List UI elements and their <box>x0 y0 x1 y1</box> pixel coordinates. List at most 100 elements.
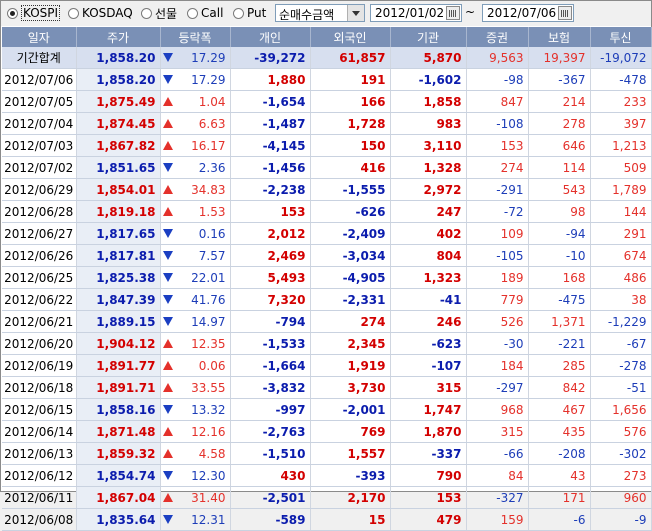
cell-date: 2012/06/08 <box>2 508 77 531</box>
table-row[interactable]: 2012/06/29 1,854.01 34.83 -2,238 -1,555 2,972… <box>2 178 652 201</box>
table-row[interactable]: 2012/06/18 1,891.71 33.55 -3,832 3,730 315 -29… <box>2 376 652 399</box>
cell-institution: 1,323 <box>390 266 467 289</box>
cell-institution: 5,870 <box>390 47 467 69</box>
cell-individual: -997 <box>230 398 311 421</box>
cell-date: 2012/07/04 <box>2 112 77 135</box>
cell-change-value: 1.53 <box>198 204 226 219</box>
market-radio-kosdaq[interactable]: KOSDAQ <box>68 5 133 21</box>
date-range-separator: ~ <box>465 5 476 19</box>
cell-price: 1,904.12 <box>76 332 161 355</box>
cell-change-value: 22.01 <box>191 270 226 285</box>
table-row[interactable]: 2012/06/22 1,847.39 41.76 7,320 -2,331 -41 779… <box>2 288 652 311</box>
table-row[interactable]: 2012/06/28 1,819.18 1.53 153 -626 247 -72 98 144 <box>2 200 652 223</box>
table-row[interactable]: 2012/06/11 1,867.04 31.40 -2,501 2,170 153 -32… <box>2 486 652 509</box>
cell-trust: 291 <box>590 222 652 245</box>
triangle-down-icon <box>162 515 173 524</box>
radio-label: KOSDAQ <box>82 6 133 20</box>
cell-institution: -41 <box>390 288 467 311</box>
cell-change: 2.36 <box>160 156 231 179</box>
cell-individual: -1,510 <box>230 442 311 465</box>
column-header-price[interactable]: 주가 <box>76 27 161 47</box>
column-header-institution[interactable]: 기관 <box>390 27 467 47</box>
calendar-icon[interactable] <box>446 6 460 20</box>
column-header-date[interactable]: 일자 <box>2 27 77 47</box>
market-radio-futures[interactable]: 선물 <box>141 5 177 21</box>
table-row[interactable]: 2012/06/14 1,871.48 12.16 -2,763 769 1,870 315… <box>2 420 652 443</box>
cell-foreigner: 3,730 <box>310 376 391 399</box>
table-row-total[interactable]: 기간합계 1,858.20 17.29 -39,272 61,857 5,870 9,563… <box>2 47 652 69</box>
cell-change: 12.35 <box>160 332 231 355</box>
table-row[interactable]: 2012/06/21 1,889.15 14.97 -794 274 246 526 1,37… <box>2 310 652 333</box>
metric-select-value: 순매수금액 <box>279 8 335 22</box>
cell-date: 2012/06/12 <box>2 464 77 487</box>
cell-date: 2012/06/13 <box>2 442 77 465</box>
cell-change: 17.29 <box>160 47 231 69</box>
cell-securities: 109 <box>466 222 529 245</box>
market-radio-call[interactable]: Call <box>187 5 223 21</box>
market-radio-kospi[interactable]: KOSPI <box>7 5 61 21</box>
cell-trust: 486 <box>590 266 652 289</box>
metric-select[interactable]: 순매수금액 <box>275 4 365 22</box>
date-to-value: 2012/07/06 <box>487 6 557 20</box>
cell-insurance: 1,371 <box>528 310 591 333</box>
triangle-down-icon <box>162 295 173 304</box>
table-row[interactable]: 2012/06/12 1,854.74 12.30 430 -393 790 84 43 273 <box>2 464 652 487</box>
column-header-securities[interactable]: 증권 <box>466 27 529 47</box>
table-row[interactable]: 2012/06/08 1,835.64 12.31 -589 15 479 159 -6 -9 <box>2 508 652 531</box>
cell-price: 1,858.20 <box>76 47 161 69</box>
cell-individual: -589 <box>230 508 311 531</box>
cell-foreigner: -626 <box>310 200 391 223</box>
market-radio-put[interactable]: Put <box>233 5 266 21</box>
triangle-up-icon <box>162 493 173 502</box>
cell-insurance: 168 <box>528 266 591 289</box>
triangle-up-icon <box>162 207 173 216</box>
column-header-trust[interactable]: 투신 <box>590 27 652 47</box>
table-row[interactable]: 2012/07/03 1,867.82 16.17 -4,145 150 3,110 153… <box>2 134 652 157</box>
cell-trust: 273 <box>590 464 652 487</box>
date-to-input[interactable]: 2012/07/06 <box>482 4 574 22</box>
cell-foreigner: 2,170 <box>310 486 391 509</box>
chevron-down-icon[interactable] <box>347 5 364 21</box>
table-row[interactable]: 2012/06/19 1,891.77 0.06 -1,664 1,919 -107 184… <box>2 354 652 377</box>
column-header-insurance[interactable]: 보험 <box>528 27 591 47</box>
cell-change-value: 7.57 <box>198 248 226 263</box>
cell-securities: 184 <box>466 354 529 377</box>
cell-individual: 7,320 <box>230 288 311 311</box>
cell-individual: -1,456 <box>230 156 311 179</box>
column-header-change[interactable]: 등락폭 <box>160 27 231 47</box>
radio-label: Put <box>247 6 267 20</box>
table-row[interactable]: 2012/07/05 1,875.49 1.04 -1,654 166 1,858 847 2… <box>2 90 652 113</box>
table-row[interactable]: 2012/06/13 1,859.32 4.58 -1,510 1,557 -337 -66… <box>2 442 652 465</box>
cell-change-value: 12.31 <box>191 512 226 527</box>
cell-date: 2012/06/15 <box>2 398 77 421</box>
cell-institution: 479 <box>390 508 467 531</box>
cell-insurance: 285 <box>528 354 591 377</box>
cell-securities: 847 <box>466 90 529 113</box>
cell-foreigner: 769 <box>310 420 391 443</box>
triangle-up-icon <box>162 185 173 194</box>
cell-individual: -1,533 <box>230 332 311 355</box>
cell-trust: -278 <box>590 354 652 377</box>
table-row[interactable]: 2012/07/02 1,851.65 2.36 -1,456 416 1,328 274 1… <box>2 156 652 179</box>
table-row[interactable]: 2012/06/26 1,817.81 7.57 2,469 -3,034 804 -105… <box>2 244 652 267</box>
date-from-input[interactable]: 2012/01/02 <box>370 4 462 22</box>
table-row[interactable]: 2012/06/27 1,817.65 0.16 2,012 -2,409 402 109-… <box>2 222 652 245</box>
table-row[interactable]: 2012/07/06 1,858.20 17.29 1,880 191 -1,602 -98… <box>2 68 652 91</box>
column-header-foreigner[interactable]: 외국인 <box>310 27 391 47</box>
column-header-individual[interactable]: 개인 <box>230 27 311 47</box>
cell-foreigner: 1,557 <box>310 442 391 465</box>
cell-foreigner: 1,728 <box>310 112 391 135</box>
cell-foreigner: 191 <box>310 68 391 91</box>
table-row[interactable]: 2012/06/15 1,858.16 13.32 -997 -2,001 1,747 96… <box>2 398 652 421</box>
table-row[interactable]: 2012/06/20 1,904.12 12.35 -1,533 2,345 -623 -3… <box>2 332 652 355</box>
cell-securities: 526 <box>466 310 529 333</box>
table-row[interactable]: 2012/06/25 1,825.38 22.01 5,493 -4,905 1,323 1… <box>2 266 652 289</box>
cell-price: 1,889.15 <box>76 310 161 333</box>
cell-price: 1,867.82 <box>76 134 161 157</box>
cell-individual: 153 <box>230 200 311 223</box>
triangle-down-icon <box>162 405 173 414</box>
cell-foreigner: -2,331 <box>310 288 391 311</box>
table-row[interactable]: 2012/07/04 1,874.45 6.63 -1,487 1,728 983 -108… <box>2 112 652 135</box>
triangle-down-icon <box>162 317 173 326</box>
calendar-icon[interactable] <box>558 6 572 20</box>
